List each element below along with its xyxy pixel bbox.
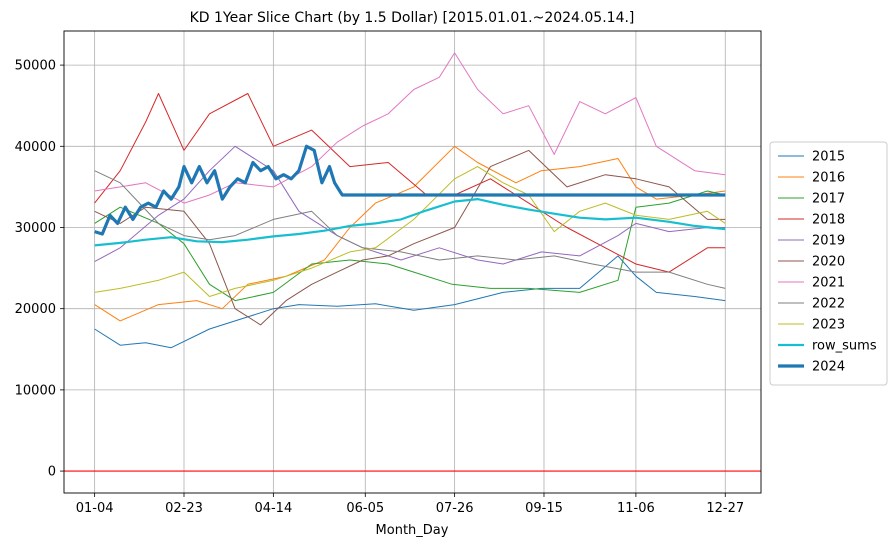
legend-label: 2020 <box>812 255 845 270</box>
x-tick-label: 06-05 <box>346 501 384 516</box>
legend-label: 2023 <box>812 318 845 333</box>
x-axis-label: Month_Day <box>376 523 449 538</box>
legend-label: 2024 <box>812 360 845 375</box>
x-tick-label: 07-26 <box>436 501 474 516</box>
x-tick-label: 02-23 <box>165 501 203 516</box>
legend-label: row_sums <box>812 339 877 354</box>
series-line-2017 <box>94 190 726 302</box>
chart-title: KD 1Year Slice Chart (by 1.5 Dollar) [20… <box>190 10 635 26</box>
axes-layer: 0 10000 20000 30000 40000 50000 01-04 02-23 04-1… <box>15 30 762 516</box>
series-line-row_sums <box>94 198 726 247</box>
legend-label: 2016 <box>812 171 845 186</box>
x-tick-label: 11-06 <box>617 501 655 516</box>
legend-label: 2018 <box>812 213 845 228</box>
grid-layer <box>64 31 761 493</box>
plot-frame <box>63 30 762 494</box>
x-tick-label: 01-04 <box>76 501 114 516</box>
x-tick-label: 12-27 <box>706 501 744 516</box>
y-tick-label: 50000 <box>15 59 56 74</box>
y-tick-label: 40000 <box>15 140 56 155</box>
legend: 2015 2016 2017 2018 2019 2020 2021 2022 2023 row_… <box>769 141 888 386</box>
legend-label: 2019 <box>812 234 845 249</box>
series-line-2015 <box>94 255 726 349</box>
series-line-2016 <box>94 145 726 322</box>
series-line-2020 <box>94 149 726 326</box>
legend-label: 2015 <box>812 150 845 165</box>
y-tick-label: 20000 <box>15 302 56 317</box>
series-line-2019 <box>94 145 726 265</box>
series-line-2023 <box>94 166 726 297</box>
series-line-2022 <box>94 170 726 289</box>
series-line-2021 <box>94 52 726 204</box>
series-line-2024 <box>94 144 726 236</box>
legend-label: 2022 <box>812 297 845 312</box>
y-tick-label: 10000 <box>15 383 56 398</box>
series-line-2018 <box>94 93 726 273</box>
x-tick-label: 04-14 <box>254 501 292 516</box>
legend-label: 2017 <box>812 192 845 207</box>
y-tick-label: 0 <box>48 465 56 480</box>
y-tick-label: 30000 <box>15 221 56 236</box>
x-tick-label: 09-15 <box>525 501 563 516</box>
legend-label: 2021 <box>812 276 845 291</box>
series-layer <box>64 52 761 472</box>
